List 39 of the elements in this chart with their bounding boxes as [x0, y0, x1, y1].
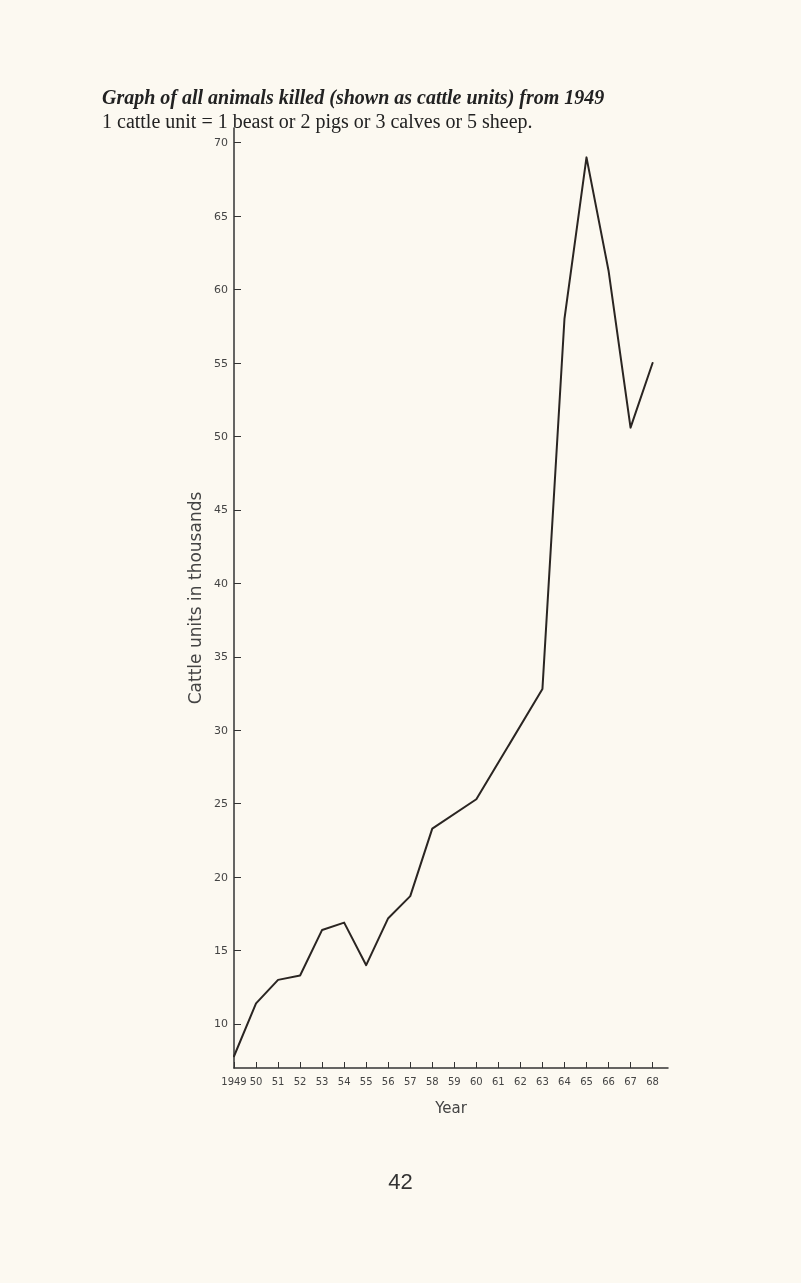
y-tick-label: 55	[214, 356, 228, 370]
line-series	[233, 156, 654, 1058]
x-tick-label: 62	[514, 1075, 527, 1087]
y-tick-label: 10	[214, 1017, 228, 1031]
y-tick-label: 35	[214, 650, 228, 664]
y-tick-label: 45	[214, 503, 228, 517]
chart-title: Graph of all animals killed (shown as cattle units) from 1949	[102, 86, 605, 109]
y-tick-label: 40	[214, 576, 228, 590]
y-tick-label: 15	[214, 944, 228, 957]
x-tick-label: 56	[381, 1075, 395, 1087]
x-tick-label: 68	[646, 1075, 659, 1087]
x-tick-label: 55	[359, 1075, 373, 1087]
y-tick-label: 50	[214, 429, 228, 443]
x-tick-label: 58	[425, 1075, 439, 1087]
x-tick-label: 60	[469, 1075, 483, 1087]
x-tick-label: 63	[536, 1075, 549, 1087]
x-tick-label: 52	[293, 1075, 307, 1087]
x-tick-label: 51	[271, 1075, 285, 1087]
x-tick-label: 61	[492, 1075, 505, 1087]
x-tick-label: 1949	[221, 1075, 247, 1087]
x-tick-label: 65	[580, 1075, 593, 1087]
y-axis-title: Cattle units in thousands	[184, 491, 205, 705]
x-tick-label: 50	[249, 1075, 263, 1087]
y-tick-label: 30	[214, 723, 228, 737]
y-tick-label: 65	[214, 209, 228, 223]
y-tick-label: 25	[214, 797, 228, 811]
x-tick-label: 66	[602, 1075, 615, 1087]
x-tick-label: 57	[403, 1075, 417, 1087]
x-tick-label: 53	[315, 1075, 329, 1087]
x-tick-label: 59	[447, 1075, 461, 1087]
y-tick-label: 70	[214, 136, 228, 150]
y-tick-label: 20	[214, 870, 228, 884]
y-tick-label: 60	[214, 283, 228, 297]
x-tick-label: 54	[337, 1075, 351, 1087]
text: 42	[388, 1168, 413, 1194]
x-tick-label: 64	[558, 1075, 571, 1087]
chart-subtitle: 1 cattle unit = 1 beast or 2 pigs or 3 calves or 5 sheep.	[102, 110, 533, 133]
x-tick-label: 67	[624, 1075, 637, 1087]
x-axis-title: Year	[434, 1098, 468, 1117]
